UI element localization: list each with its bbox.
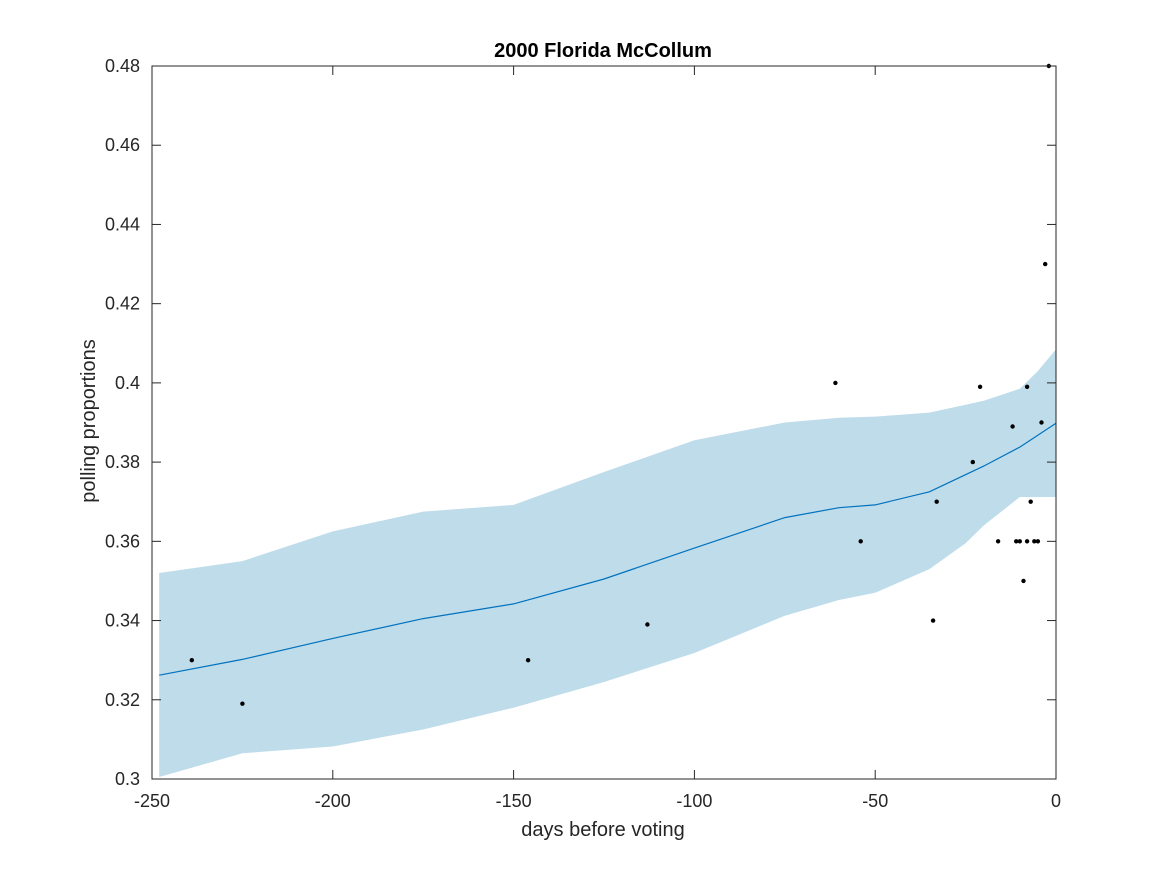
- poll-point: [1014, 539, 1019, 544]
- poll-point: [1043, 261, 1048, 267]
- poll-point: [1032, 539, 1037, 544]
- x-tick-label: 0: [1051, 791, 1061, 811]
- x-tick-label: -100: [676, 791, 712, 811]
- poll-point: [1028, 499, 1033, 504]
- y-tick-label: 0.34: [105, 611, 140, 631]
- poll-point: [970, 459, 975, 465]
- x-tick-label: -250: [134, 791, 170, 811]
- poll-point: [995, 539, 1001, 544]
- poll-point: [1010, 424, 1015, 429]
- poll-point: [1017, 539, 1022, 544]
- y-tick-label: 0.32: [105, 690, 140, 710]
- y-tick-label: 0.38: [105, 452, 140, 472]
- poll-point: [977, 384, 983, 389]
- poll-point: [189, 658, 194, 663]
- poll-point: [1035, 539, 1041, 544]
- poll-point: [1024, 539, 1030, 544]
- y-tick-label: 0.48: [105, 56, 140, 76]
- poll-point: [525, 658, 531, 663]
- poll-point: [645, 622, 650, 627]
- y-tick-label: 0.3: [115, 769, 140, 789]
- poll-point: [240, 701, 245, 706]
- plot-area: [151, 63, 1057, 780]
- poll-point: [930, 618, 936, 623]
- poll-point: [1024, 384, 1030, 389]
- poll-point: [934, 499, 939, 504]
- trend-line: [159, 422, 1057, 676]
- y-tick-label: 0.36: [105, 531, 140, 551]
- poll-point: [1039, 420, 1044, 425]
- x-tick-label: -150: [496, 791, 532, 811]
- x-tick-label: -50: [862, 791, 888, 811]
- x-axis-ticks: -250 -200 -150 -100 -50 0: [134, 66, 1061, 811]
- chart-title: 2000 Florida McCollum: [494, 40, 712, 62]
- y-tick-label: 0.46: [105, 135, 140, 155]
- y-axis-label: polling proportions: [78, 339, 100, 502]
- x-tick-label: -200: [315, 791, 351, 811]
- y-tick-label: 0.4: [115, 373, 140, 393]
- y-axis-ticks: 0.3 0.32 0.34 0.36 0.38 0.4 0.42 0.44 0.46 0.48: [105, 56, 1056, 789]
- y-tick-label: 0.44: [105, 214, 140, 234]
- poll-point: [858, 539, 863, 544]
- axes-box: [151, 65, 1057, 780]
- x-axis-label: days before voting: [521, 819, 684, 841]
- confidence-band: [159, 349, 1056, 777]
- y-tick-label: 0.42: [105, 294, 140, 314]
- poll-point: [833, 380, 838, 386]
- poll-point: [1021, 578, 1026, 584]
